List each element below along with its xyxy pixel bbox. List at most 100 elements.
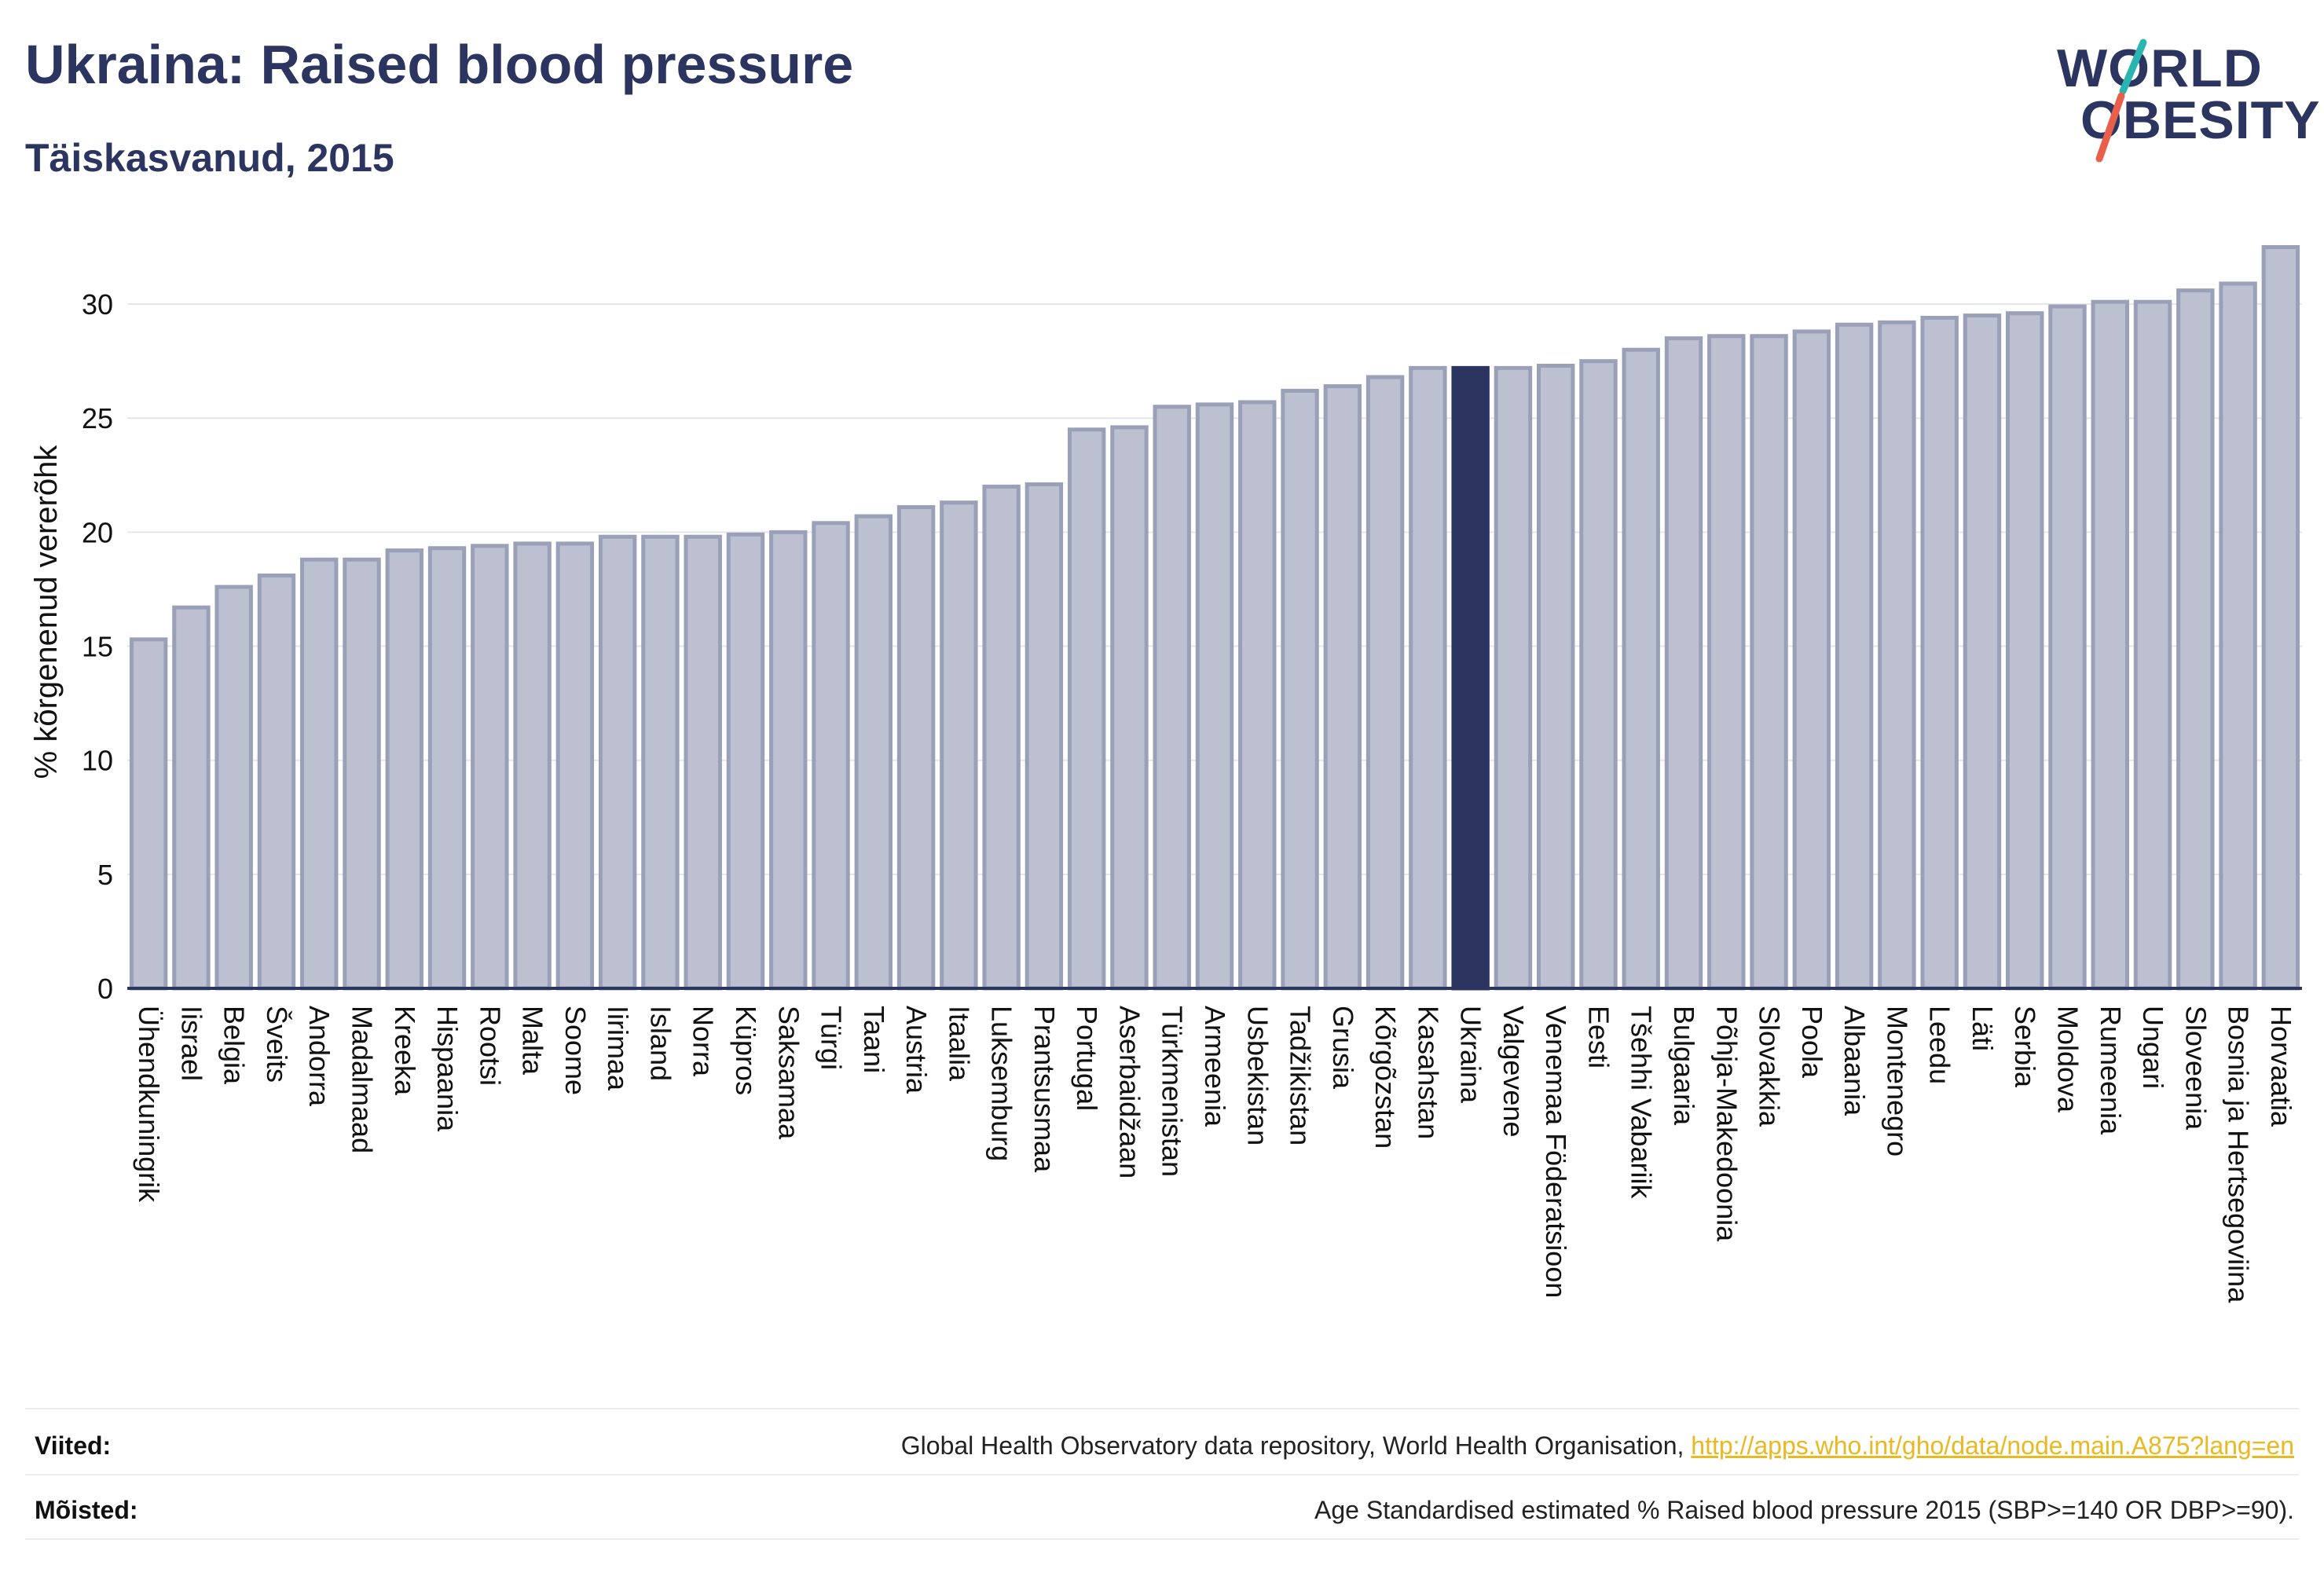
bar xyxy=(1920,316,1959,991)
bar xyxy=(940,500,978,991)
x-tick-label: Serbia xyxy=(2009,1006,2041,1088)
bar xyxy=(427,546,467,991)
bar xyxy=(343,557,381,991)
x-tick-label: Aserbaidžaan xyxy=(1113,1006,1146,1178)
definitions-text: Age Standardised estimated % Raised bloo… xyxy=(1314,1496,2294,1524)
bar xyxy=(1451,365,1490,991)
x-tick-label: Hispaania xyxy=(431,1006,464,1132)
x-tick-label: Itaalia xyxy=(943,1006,975,1082)
x-tick-label: Kasahstan xyxy=(1412,1006,1444,1139)
bar xyxy=(257,574,296,991)
footer-divider-bottom xyxy=(25,1538,2299,1540)
bar xyxy=(1365,375,1405,991)
x-tick-label: Leedu xyxy=(1924,1006,1956,1084)
x-tick-label: Saksamaa xyxy=(772,1006,805,1140)
bar xyxy=(300,557,339,991)
bar xyxy=(172,605,211,991)
bar xyxy=(1110,425,1149,991)
bar xyxy=(1067,427,1106,991)
chart-subtitle: Täiskasvanud, 2015 xyxy=(25,136,394,180)
x-tick-label: Valgevene xyxy=(1497,1006,1530,1137)
x-tick-label: Luksemburg xyxy=(986,1006,1018,1161)
x-tick-label: Põhja-Makedoonia xyxy=(1710,1006,1743,1242)
x-tick-label: Island xyxy=(644,1006,676,1081)
bar xyxy=(2091,299,2129,991)
sources-text: Global Health Observatory data repositor… xyxy=(901,1431,2294,1461)
chart-title: Ukraina: Raised blood pressure xyxy=(25,34,854,95)
footer-divider-top xyxy=(25,1408,2299,1409)
footer-divider-middle xyxy=(25,1474,2299,1475)
x-tick-label: Moldova xyxy=(2051,1006,2084,1113)
bar xyxy=(1025,482,1064,991)
y-axis-label: % kõrgenenud vererõhk xyxy=(29,445,64,779)
bar xyxy=(385,548,423,991)
x-tick-label: Madalmaad xyxy=(346,1006,379,1153)
x-tick-label: Soome xyxy=(559,1006,592,1095)
bar xyxy=(1238,400,1277,991)
bar xyxy=(471,544,509,991)
logo-slash-top xyxy=(2119,38,2147,95)
bar xyxy=(2261,245,2300,991)
x-tick-label: Rumeenia xyxy=(2095,1006,2127,1135)
logo-slash-bottom xyxy=(2095,92,2125,163)
bar xyxy=(1878,320,1916,991)
bar xyxy=(1494,365,1533,991)
bar xyxy=(982,484,1021,991)
bar xyxy=(1963,313,2002,991)
bar xyxy=(1536,363,1575,991)
bar xyxy=(1664,336,1703,991)
bar xyxy=(2219,281,2257,991)
bar xyxy=(555,541,595,991)
x-tick-label: Iisrael xyxy=(175,1006,207,1081)
sources-link[interactable]: http://apps.who.int/gho/data/node.main.A… xyxy=(1691,1431,2294,1460)
y-tick-label: 10 xyxy=(82,745,113,777)
x-tick-label: Ühendkuningrik xyxy=(133,1006,165,1203)
x-tick-label: Bulgaaria xyxy=(1668,1006,1700,1126)
bar xyxy=(1323,384,1362,991)
x-tick-label: Montenegro xyxy=(1881,1006,1913,1156)
bar xyxy=(1622,347,1660,991)
x-tick-label: Taani xyxy=(858,1006,890,1073)
bar xyxy=(726,532,765,991)
bar xyxy=(129,637,168,991)
x-tick-label: Tšehhi Vabariik xyxy=(1626,1006,1658,1199)
x-tick-label: Venemaa Föderatsioon xyxy=(1540,1006,1572,1298)
x-tick-label: Bosnia ja Hertsegoviina xyxy=(2223,1006,2255,1303)
bar xyxy=(684,534,722,991)
bar xyxy=(1409,365,1447,991)
bar xyxy=(2048,304,2087,991)
x-tick-label: Sloveenia xyxy=(2179,1006,2212,1131)
x-tick-label: Eesti xyxy=(1582,1006,1615,1068)
x-tick-label: Küpros xyxy=(730,1006,762,1095)
bar xyxy=(1281,388,1319,991)
bar xyxy=(812,521,850,991)
bar xyxy=(1153,405,1191,991)
x-tick-label: Rootsi xyxy=(474,1006,506,1086)
bar xyxy=(2133,299,2172,991)
bar xyxy=(513,541,552,991)
bar xyxy=(598,534,637,991)
x-tick-label: Türgi xyxy=(816,1006,848,1070)
definitions-label: Mõisted: xyxy=(35,1496,138,1524)
bar xyxy=(854,514,893,991)
x-tick-label: Usbekistan xyxy=(1241,1006,1274,1145)
x-tick-label: Iirimaa xyxy=(602,1006,634,1091)
bar xyxy=(1707,334,1746,991)
x-tick-label: Norra xyxy=(687,1006,720,1077)
bar xyxy=(214,585,253,991)
x-tick-label: Šveits xyxy=(261,1006,293,1083)
sources-description: Global Health Observatory data repositor… xyxy=(900,1431,1692,1460)
bar xyxy=(2006,311,2044,991)
y-tick-label: 20 xyxy=(82,516,113,548)
x-tick-label: Slovakkia xyxy=(1754,1006,1786,1127)
x-tick-label: Horvaatia xyxy=(2265,1006,2297,1127)
bar xyxy=(769,530,808,991)
x-tick-label: Belgia xyxy=(218,1006,251,1085)
bar xyxy=(1579,359,1618,991)
x-tick-label: Albaania xyxy=(1838,1006,1871,1116)
x-tick-label: Türkmenistan xyxy=(1157,1006,1189,1177)
x-tick-label: Andorra xyxy=(303,1006,335,1107)
y-tick-label: 30 xyxy=(82,288,113,321)
y-tick-label: 25 xyxy=(82,402,113,434)
x-tick-label: Portugal xyxy=(1071,1006,1103,1111)
